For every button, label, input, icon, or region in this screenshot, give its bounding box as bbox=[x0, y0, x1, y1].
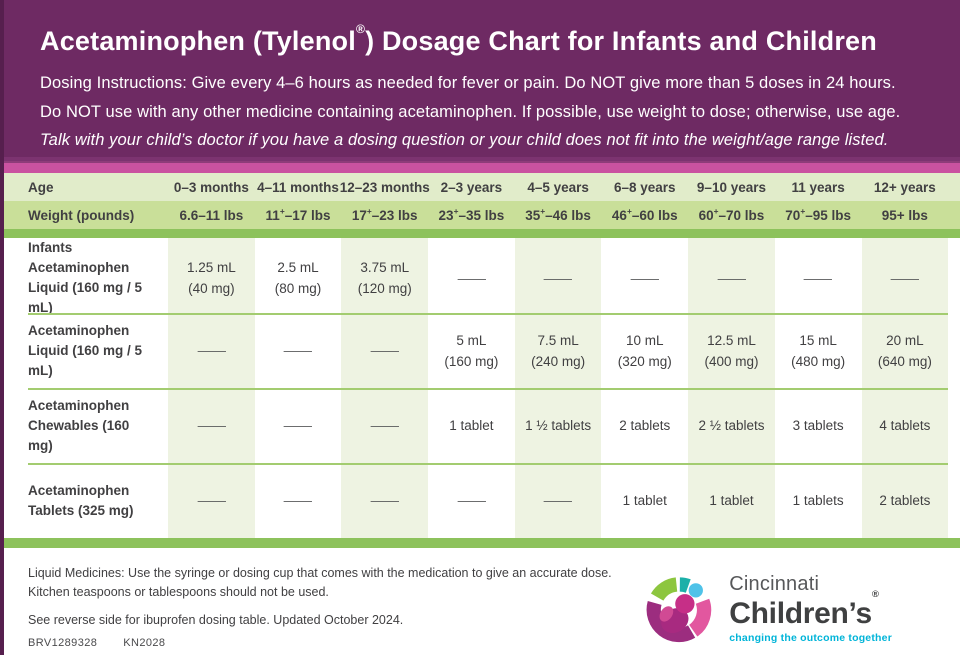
reverse-side-note: See reverse side for ibuprofen dosing ta… bbox=[28, 613, 404, 627]
liquid-medicines-note-line-2: Kitchen teaspoons or tablespoons should … bbox=[28, 585, 329, 599]
logo-name-cincinnati: Cincinnati bbox=[729, 572, 820, 595]
form-code-2: KN2028 bbox=[123, 637, 166, 649]
weight-col-8: 95+ lbs bbox=[881, 207, 928, 223]
weight-col-0: 6.6–11 lbs bbox=[179, 207, 244, 223]
dose-cell: 2 tablets bbox=[861, 463, 949, 538]
medicine-row-label: Acetaminophen Tablets (325 mg) bbox=[28, 482, 134, 518]
dose-cell: 12.5 mL (400 mg) bbox=[688, 313, 775, 388]
logo-mark-icon bbox=[646, 577, 712, 643]
data-row-spacer bbox=[948, 463, 960, 538]
age-label: Age bbox=[28, 179, 54, 195]
age-col-6: 9–10 years bbox=[696, 179, 766, 195]
table-body: Infants Acetaminophen Liquid (160 mg / 5… bbox=[4, 238, 960, 538]
medicine-row-label: Acetaminophen Chewables (160 mg) bbox=[28, 397, 130, 453]
medicine-row-label: Acetaminophen Liquid (160 mg / 5 mL) bbox=[28, 322, 143, 378]
weight-header-row: Weight (pounds) 6.6–11 lbs 11 + –17 lbs 17 + –2… bbox=[4, 201, 960, 229]
medicine-row-0: Infants Acetaminophen Liquid (160 mg / 5… bbox=[4, 238, 960, 318]
dose-cell: — bbox=[514, 463, 602, 538]
age-col-8: 12+ years bbox=[873, 179, 936, 195]
weight-col-3: 23 + –35 lbs bbox=[438, 206, 505, 223]
weight-col-6: 60 + –70 lbs bbox=[698, 206, 765, 223]
weight-col-5: 46 + –60 lbs bbox=[611, 206, 678, 223]
age-col-3: 2–3 years bbox=[440, 179, 503, 195]
dose-cell: — bbox=[457, 270, 486, 286]
age-col-5: 6–8 years bbox=[614, 179, 676, 195]
dose-cell: 10 mL (320 mg) bbox=[617, 332, 672, 369]
age-header-row: Age 0–3 months 4–11 months 12–23 months 2–3 … bbox=[4, 173, 960, 201]
dose-cell: 4 tablets bbox=[861, 388, 949, 463]
header: Acetaminophen (Tylenol®) Dosage Chart fo… bbox=[4, 0, 960, 157]
dose-cell: 5 mL (160 mg) bbox=[444, 332, 499, 369]
dosage-table: Age 0–3 months 4–11 months 12–23 months 2–3 … bbox=[4, 173, 960, 548]
medicine-row-label: Infants Acetaminophen Liquid (160 mg / 5… bbox=[28, 240, 143, 315]
table-divider-top bbox=[4, 229, 960, 238]
dose-cell: — bbox=[168, 313, 255, 388]
dose-cell: — bbox=[283, 418, 313, 433]
accent-bar bbox=[4, 157, 960, 173]
dose-cell: — bbox=[630, 270, 659, 286]
footer-notes: Liquid Medicines: Use the syringe or dos… bbox=[28, 562, 637, 649]
data-row-spacer bbox=[948, 238, 960, 318]
dose-cell: — bbox=[861, 238, 949, 318]
table-divider-bottom bbox=[4, 538, 960, 548]
dose-cell: — bbox=[341, 313, 429, 388]
liquid-medicines-note-line-1: Liquid Medicines: Use the syringe or dos… bbox=[28, 566, 612, 580]
dose-cell: 1 tablet bbox=[449, 418, 494, 433]
logo-tagline: changing the outcome together bbox=[729, 631, 892, 644]
weight-row-spacer bbox=[948, 201, 960, 229]
dose-cell: 1 tablet bbox=[688, 463, 775, 538]
dose-cell: 7.5 mL (240 mg) bbox=[514, 313, 602, 388]
dose-cell: — bbox=[168, 388, 255, 463]
weight-col-4: 35 + –46 lbs bbox=[525, 206, 591, 223]
dose-cell: — bbox=[803, 270, 833, 286]
age-col-1: 4–11 months bbox=[257, 179, 339, 195]
age-col-4: 4–5 years bbox=[527, 179, 589, 195]
dose-cell: — bbox=[283, 343, 313, 358]
dose-cell: — bbox=[283, 493, 313, 508]
dose-cell: — bbox=[341, 463, 429, 538]
age-col-2: 12–23 months bbox=[339, 179, 430, 195]
page-title: Acetaminophen (Tylenol®) Dosage Chart fo… bbox=[40, 22, 877, 56]
dose-cell: 1 tablet bbox=[622, 493, 667, 508]
dose-cell: 3.75 mL (120 mg) bbox=[341, 238, 429, 318]
dose-cell: 15 mL (480 mg) bbox=[791, 332, 846, 369]
form-code-1: BRV1289328 bbox=[28, 637, 98, 649]
dose-cell: 1 ½ tablets bbox=[514, 388, 602, 463]
dose-cell: 2.5 mL (80 mg) bbox=[274, 260, 322, 296]
dose-cell: — bbox=[514, 238, 602, 318]
weight-col-7: 70 + –95 lbs bbox=[785, 206, 851, 223]
age-col-7: 11 years bbox=[791, 179, 845, 195]
dose-cell: 2 tablets bbox=[619, 418, 671, 433]
dose-cell: — bbox=[168, 463, 255, 538]
data-row-spacer bbox=[948, 388, 960, 463]
dosing-instructions-line-3: Talk with your child’s doctor if you hav… bbox=[40, 131, 889, 149]
medicine-row-3: Acetaminophen Tablets (325 mg) — — — — — 1 tab… bbox=[4, 463, 960, 538]
footer: Liquid Medicines: Use the syringe or dos… bbox=[4, 548, 960, 650]
dose-cell: 2 ½ tablets bbox=[688, 388, 775, 463]
dose-cell: 1.25 mL (40 mg) bbox=[168, 238, 255, 318]
medicine-row-2: Acetaminophen Chewables (160 mg) — — — 1 tab… bbox=[4, 388, 960, 463]
dose-cell: 20 mL (640 mg) bbox=[861, 313, 949, 388]
logo-text: Cincinnati Children’s® changing the outc… bbox=[729, 573, 892, 644]
logo-name-childrens: Children’s® bbox=[729, 589, 879, 630]
age-row-spacer bbox=[948, 173, 960, 201]
form-codes: BRV1289328 KN2028 bbox=[28, 637, 637, 649]
dosing-instructions-line-1: Dosing Instructions: Give every 4–6 hour… bbox=[40, 74, 896, 92]
dose-cell: 3 tablets bbox=[792, 418, 844, 433]
dose-cell: — bbox=[341, 388, 429, 463]
age-col-0: 0–3 months bbox=[173, 179, 249, 195]
weight-col-2: 17 + –23 lbs bbox=[351, 206, 418, 223]
dose-cell: 1 tablets bbox=[792, 493, 844, 508]
medicine-row-1: Acetaminophen Liquid (160 mg / 5 mL) — — — 5… bbox=[4, 313, 960, 388]
dose-cell: — bbox=[688, 238, 775, 318]
data-row-spacer bbox=[948, 313, 960, 388]
dose-cell: — bbox=[457, 493, 486, 508]
weight-label: Weight (pounds) bbox=[28, 207, 135, 223]
dosing-instructions-line-2: Do NOT use with any other medicine conta… bbox=[40, 102, 901, 121]
cincinnati-childrens-logo: Cincinnati Children’s® changing the outc… bbox=[637, 566, 892, 650]
weight-col-1: 11 + –17 lbs bbox=[265, 206, 331, 223]
